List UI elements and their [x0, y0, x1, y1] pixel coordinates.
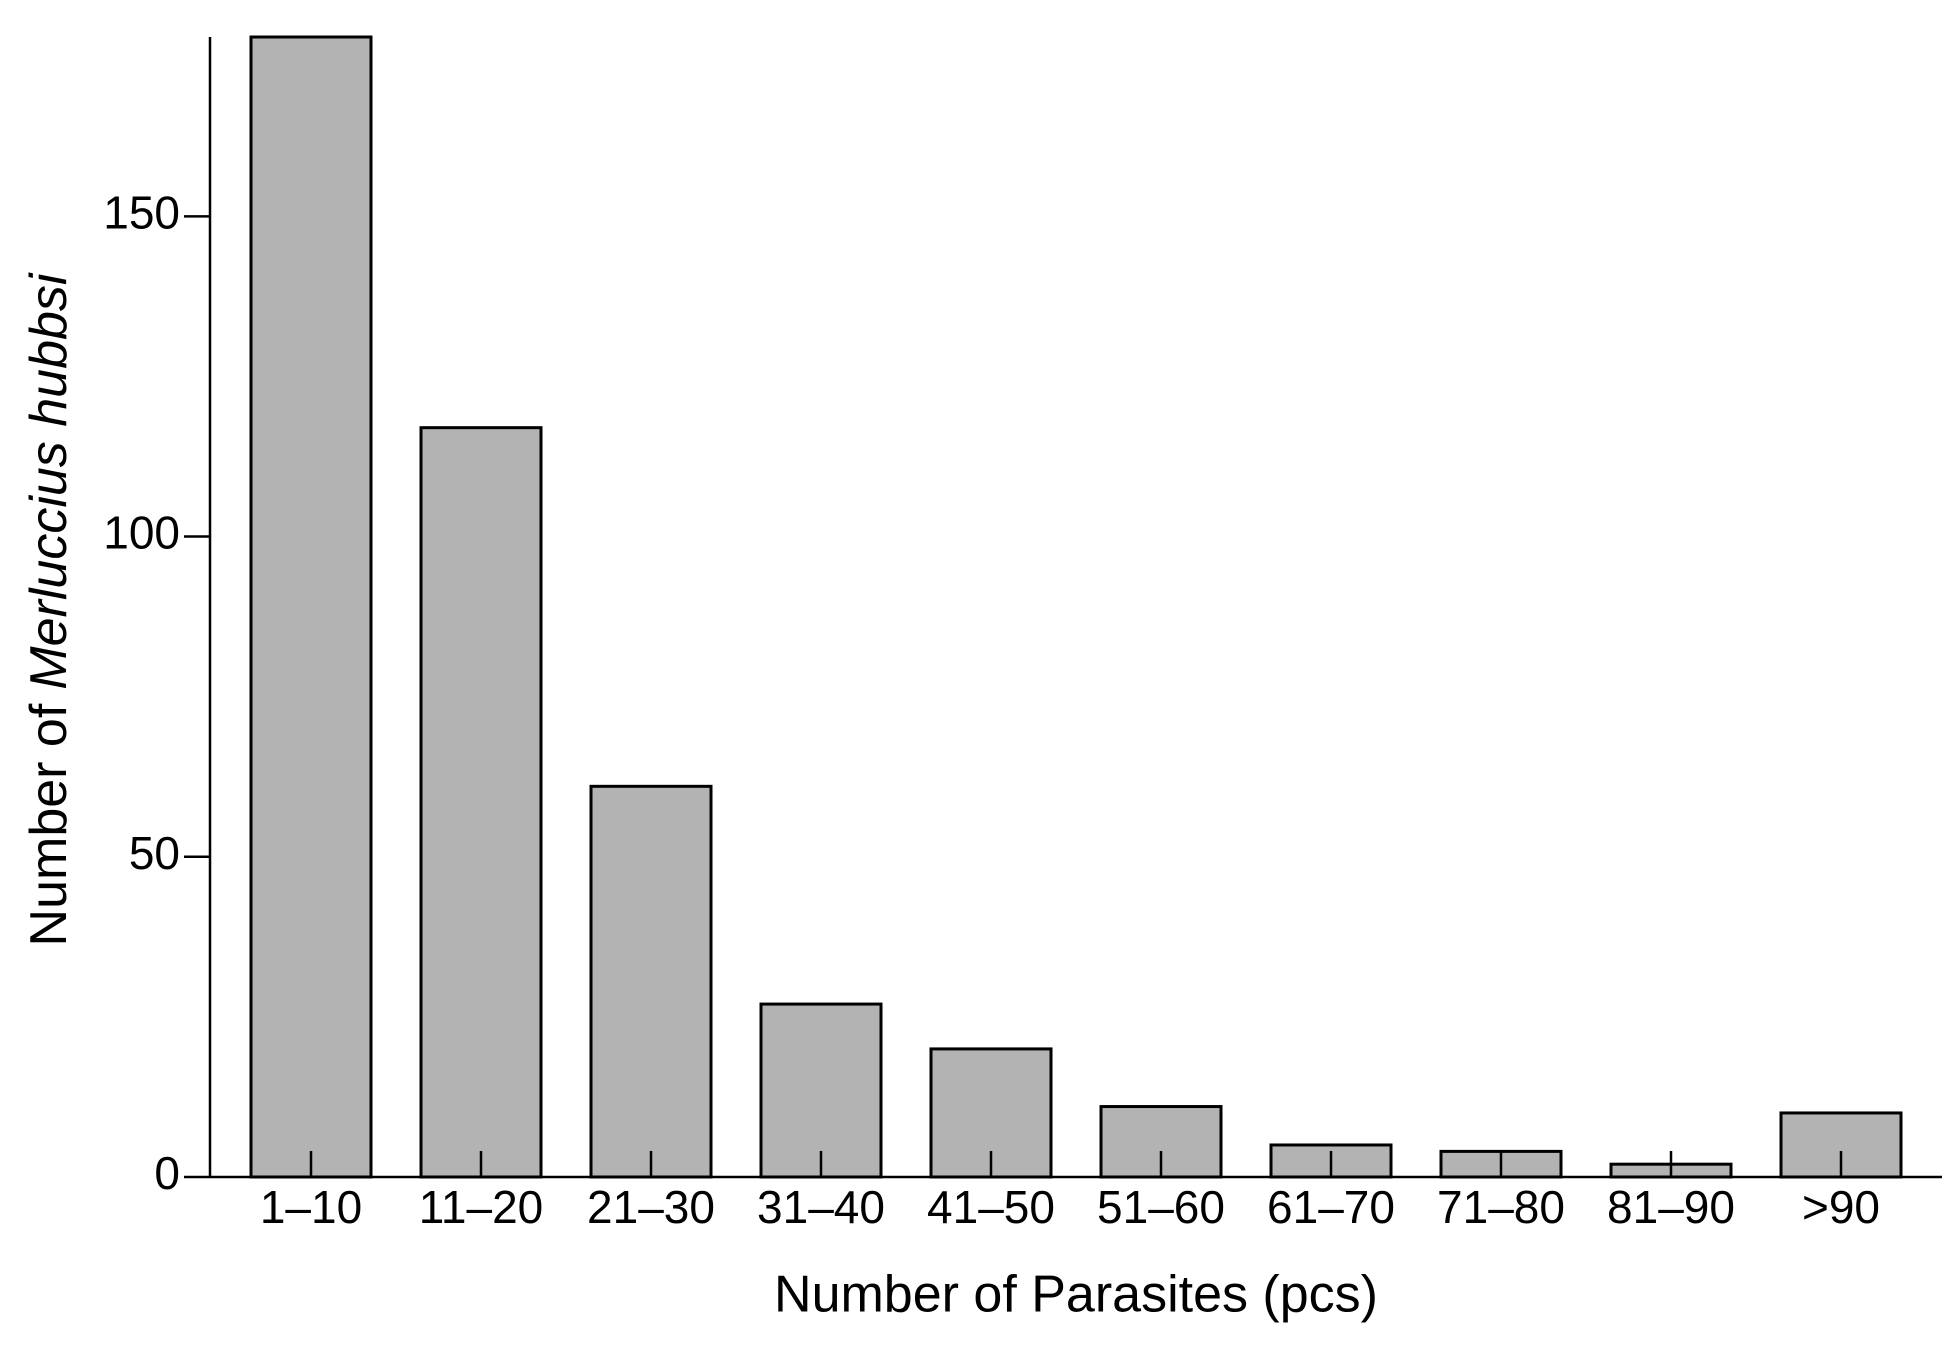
y-axis-title-species: Merluccius hubbsi [20, 272, 78, 690]
bar [589, 784, 713, 1179]
x-tick-label: 11–20 [419, 1181, 544, 1233]
y-axis-title: Number of Merluccius hubbsi [20, 272, 78, 946]
bar [249, 35, 373, 1179]
y-axis-title-prefix: Number of [20, 703, 78, 946]
bar [419, 426, 543, 1179]
x-tick-label: 1–10 [260, 1181, 362, 1233]
x-axis-title: Number of Parasites (pcs) [774, 1266, 1378, 1324]
x-tick-label: 31–40 [757, 1181, 885, 1233]
y-tick-label: 50 [129, 827, 180, 879]
x-tick-label: >90 [1802, 1181, 1880, 1233]
x-tick-label: 71–80 [1437, 1181, 1565, 1233]
x-tick-label: 81–90 [1607, 1181, 1735, 1233]
y-tick-label: 100 [103, 507, 180, 559]
x-tick-label: 21–30 [587, 1181, 715, 1233]
x-tick-label: 51–60 [1097, 1181, 1225, 1233]
bar [759, 1002, 883, 1179]
x-tick-label: 41–50 [927, 1181, 1055, 1233]
x-tick-label: 61–70 [1267, 1181, 1395, 1233]
y-tick-label: 0 [154, 1147, 180, 1199]
y-tick-label: 150 [103, 186, 180, 238]
